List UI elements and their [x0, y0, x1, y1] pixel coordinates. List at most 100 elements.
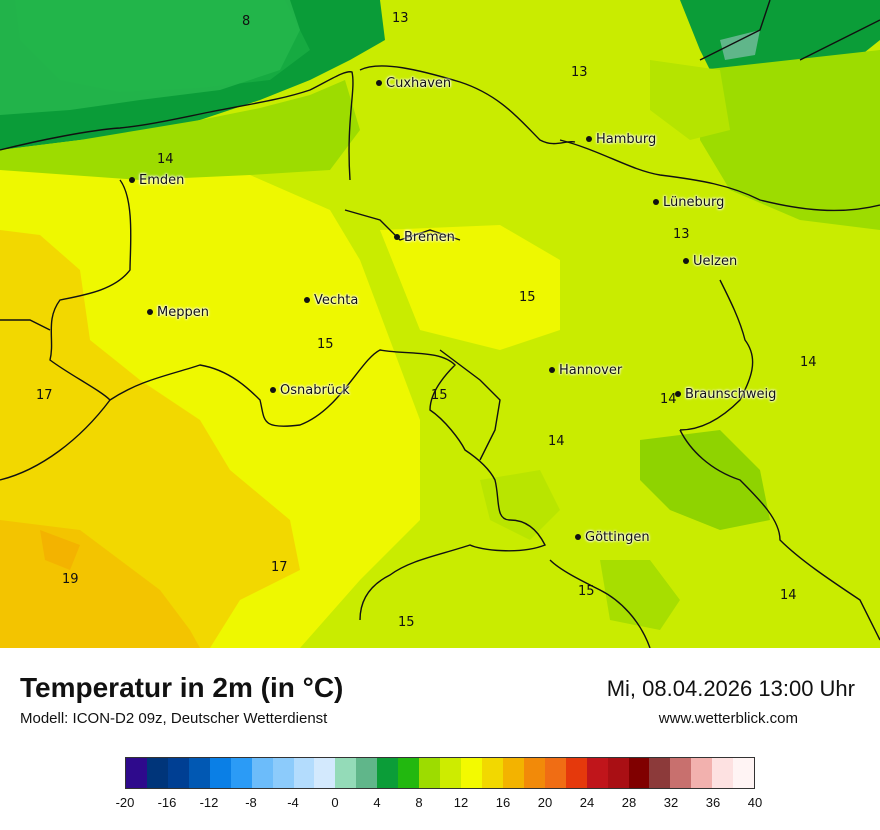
city-label: Osnabrück: [280, 383, 350, 398]
city-goettingen[interactable]: Göttingen: [575, 530, 650, 545]
temperature-label: 14: [157, 152, 174, 167]
temperature-label: 17: [36, 388, 53, 403]
legend-swatch: [481, 758, 503, 788]
legend-tick-label: 16: [495, 795, 511, 810]
temperature-label: 14: [780, 588, 797, 603]
color-legend-bar: [125, 757, 755, 789]
city-dot-icon: [147, 308, 153, 315]
temperature-label: 14: [800, 355, 817, 370]
legend-swatch: [733, 758, 755, 788]
legend-tick-label: 20: [537, 795, 553, 810]
legend-swatch: [167, 758, 189, 788]
city-label: Meppen: [157, 305, 209, 320]
legend-tick-label: -12: [199, 795, 219, 810]
city-dot-icon: [653, 198, 659, 205]
legend-swatch: [628, 758, 650, 788]
temperature-label: 13: [571, 65, 588, 80]
legend-swatch: [649, 758, 671, 788]
city-dot-icon: [675, 390, 681, 397]
city-label: Hamburg: [596, 132, 657, 147]
legend-swatch: [691, 758, 713, 788]
legend-swatch: [126, 758, 147, 788]
temperature-label: 19: [62, 572, 79, 587]
map-title: Temperatur in 2m (in °C): [20, 672, 344, 703]
city-vechta[interactable]: Vechta: [304, 293, 358, 308]
city-meppen[interactable]: Meppen: [147, 305, 209, 320]
legend-swatch: [712, 758, 734, 788]
city-hannover[interactable]: Hannover: [549, 363, 622, 378]
city-osnabrueck[interactable]: Osnabrück: [270, 383, 350, 398]
city-bremen[interactable]: Bremen: [394, 230, 455, 245]
legend-swatch: [356, 758, 378, 788]
temperature-label: 14: [548, 434, 565, 449]
city-dot-icon: [586, 135, 592, 142]
city-label: Braunschweig: [685, 387, 777, 402]
city-label: Vechta: [314, 293, 359, 308]
temperature-label: 15: [317, 337, 334, 352]
legend-swatch: [461, 758, 482, 788]
city-braunschweig[interactable]: Braunschweig: [675, 387, 776, 402]
map-canvas: [0, 0, 880, 648]
legend-swatch: [419, 758, 441, 788]
city-label: Bremen: [404, 230, 455, 245]
city-dot-icon: [270, 386, 276, 393]
legend-swatch: [440, 758, 461, 788]
temperature-label: 8: [242, 14, 251, 29]
legend-tick-label: 12: [453, 795, 469, 810]
legend-tick-label: 32: [663, 795, 679, 810]
city-cuxhaven[interactable]: Cuxhaven: [376, 76, 451, 91]
city-label: Lüneburg: [663, 195, 725, 210]
temperature-label: 15: [431, 388, 448, 403]
legend-swatch: [586, 758, 608, 788]
legend-swatch: [146, 758, 168, 788]
temperature-label: 15: [398, 615, 415, 630]
temperature-label: 15: [519, 290, 536, 305]
legend-swatch: [670, 758, 692, 788]
city-uelzen[interactable]: Uelzen: [683, 254, 737, 269]
legend-tick-label: -4: [287, 795, 299, 810]
city-dot-icon: [394, 233, 400, 240]
legend-swatch: [209, 758, 231, 788]
legend-swatch: [314, 758, 336, 788]
city-label: Cuxhaven: [386, 76, 452, 91]
city-dot-icon: [683, 257, 689, 264]
city-lueneburg[interactable]: Lüneburg: [653, 195, 724, 210]
temperature-label: 13: [673, 227, 690, 242]
temperature-map[interactable]: Cuxhaven Hamburg Emden Lüneburg Bremen U…: [0, 0, 880, 648]
city-hamburg[interactable]: Hamburg: [586, 132, 656, 147]
legend-tick-label: 36: [705, 795, 721, 810]
city-dot-icon: [304, 296, 310, 303]
temperature-label: 13: [392, 11, 409, 26]
city-label: Emden: [139, 173, 185, 188]
city-label: Hannover: [559, 363, 623, 378]
legend-swatch: [188, 758, 210, 788]
city-emden[interactable]: Emden: [129, 173, 184, 188]
legend-swatch: [230, 758, 252, 788]
model-subtitle: Modell: ICON-D2 09z, Deutscher Wetterdie…: [20, 710, 328, 727]
legend-tick-label: 24: [579, 795, 595, 810]
color-legend-ticks: -20 -16 -12 -8 -4 0 4 8 12 16 20 24 28 32 36 40: [116, 795, 763, 815]
city-dot-icon: [376, 79, 382, 86]
legend-swatch: [335, 758, 357, 788]
city-dot-icon: [129, 176, 135, 183]
city-dot-icon: [549, 366, 555, 373]
legend-swatch: [272, 758, 294, 788]
legend-tick-label: 0: [331, 795, 339, 810]
city-label: Göttingen: [585, 530, 650, 545]
legend-tick-label: 8: [415, 795, 423, 810]
temperature-label: 14: [660, 392, 677, 407]
legend-swatch: [377, 758, 399, 788]
legend-swatch: [502, 758, 524, 788]
legend-tick-label: 40: [747, 795, 763, 810]
legend-swatch: [607, 758, 629, 788]
city-dot-icon: [575, 533, 581, 540]
legend-tick-label: -20: [115, 795, 135, 810]
legend-tick-label: -8: [245, 795, 257, 810]
forecast-datetime: Mi, 08.04.2026 13:00 Uhr: [606, 676, 855, 701]
legend-swatch: [398, 758, 420, 788]
temperature-label: 15: [578, 584, 595, 599]
legend-swatch: [544, 758, 566, 788]
website-link[interactable]: www.wetterblick.com: [658, 710, 798, 727]
legend-swatch: [523, 758, 545, 788]
legend-tick-label: -16: [157, 795, 177, 810]
